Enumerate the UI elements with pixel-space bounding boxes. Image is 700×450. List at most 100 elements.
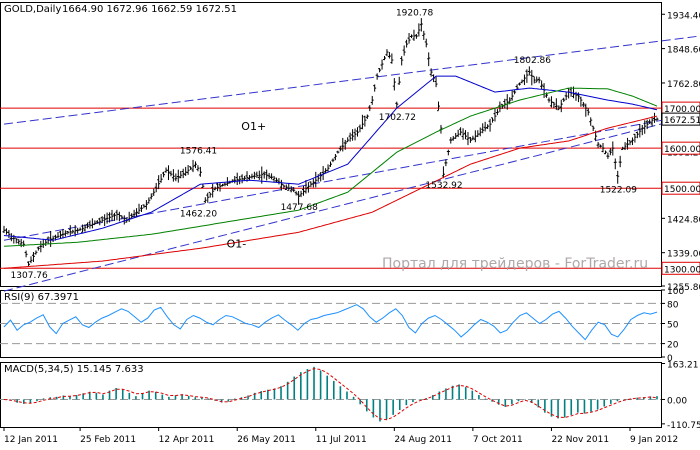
macd-histogram-bar[interactable] — [306, 369, 309, 400]
macd-histogram-bar[interactable] — [431, 395, 434, 400]
macd-histogram-bar[interactable] — [563, 399, 566, 418]
macd-histogram-bar[interactable] — [326, 375, 329, 400]
macd-histogram-bar[interactable] — [603, 399, 606, 407]
macd-histogram-bar[interactable] — [293, 376, 296, 400]
macd-histogram-bar[interactable] — [623, 399, 625, 400]
macd-histogram-bar[interactable] — [300, 372, 302, 400]
macd-histogram-bar[interactable] — [16, 399, 18, 403]
macd-histogram-bar[interactable] — [511, 399, 513, 405]
macd-histogram-bar[interactable] — [583, 399, 586, 414]
macd-histogram-bar[interactable] — [458, 384, 460, 400]
macd-histogram-bar[interactable] — [168, 396, 170, 400]
macd-histogram-bar[interactable] — [484, 398, 487, 400]
macd-histogram-bar[interactable] — [504, 399, 507, 407]
macd-histogram-bar[interactable] — [398, 399, 401, 411]
macd-histogram-bar[interactable] — [194, 397, 197, 400]
macd-histogram-bar[interactable] — [102, 394, 104, 400]
macd-histogram-bar[interactable] — [220, 399, 223, 403]
macd-histogram-bar[interactable] — [491, 399, 493, 402]
macd-histogram-bar[interactable] — [187, 395, 190, 400]
macd-histogram-bar[interactable] — [570, 399, 573, 415]
macd-histogram-bar[interactable] — [36, 399, 38, 402]
macd-histogram-bar[interactable] — [590, 399, 592, 412]
macd-histogram-bar[interactable] — [273, 388, 276, 400]
macd-histogram-bar[interactable] — [372, 399, 375, 418]
macd-histogram-bar[interactable] — [352, 396, 355, 400]
macd-histogram-bar[interactable] — [418, 399, 421, 400]
macd-histogram-bar[interactable] — [286, 381, 289, 400]
macd-histogram-bar[interactable] — [464, 387, 467, 400]
macd-histogram-bar[interactable] — [517, 399, 520, 402]
macd-histogram-bar[interactable] — [267, 389, 269, 400]
macd-histogram-bar[interactable] — [577, 399, 579, 413]
macd-histogram-bar[interactable] — [478, 395, 480, 400]
macd-histogram-bar[interactable] — [596, 399, 599, 410]
macd-histogram-bar[interactable] — [148, 390, 150, 400]
macd-histogram-bar[interactable] — [95, 392, 98, 400]
macd-histogram-bar[interactable] — [201, 397, 203, 400]
macd-histogram-bar[interactable] — [379, 399, 381, 422]
macd-histogram-bar[interactable] — [530, 399, 533, 403]
macd-histogram-bar[interactable] — [365, 399, 368, 412]
macd-histogram-bar[interactable] — [75, 395, 78, 400]
macd-histogram-bar[interactable] — [636, 397, 639, 400]
macd-histogram-bar[interactable] — [174, 395, 177, 400]
macd-histogram-bar[interactable] — [649, 396, 652, 400]
macd-histogram-bar[interactable] — [42, 398, 45, 400]
price-panel[interactable]: 1920.78 1802.86 1702.72 1576.41 1462.20 1477.… — [0, 9, 700, 292]
macd-histogram-bar[interactable] — [161, 394, 164, 400]
moving-average-blue[interactable] — [3, 75, 658, 241]
macd-histogram-bar[interactable] — [385, 399, 388, 420]
macd-histogram-bar[interactable] — [359, 399, 361, 405]
macd-histogram-bar[interactable] — [253, 392, 256, 400]
macd-histogram-bar[interactable] — [332, 380, 335, 400]
macd-histogram-bar[interactable] — [550, 399, 553, 417]
macd-histogram-bar[interactable] — [471, 390, 474, 400]
macd-histogram-bar[interactable] — [616, 399, 619, 402]
macd-histogram-bar[interactable] — [313, 366, 315, 400]
macd-histogram-bar[interactable] — [55, 396, 58, 400]
rsi-panel[interactable] — [0, 302, 661, 345]
macd-histogram-bar[interactable] — [280, 386, 282, 400]
macd-panel[interactable] — [0, 366, 661, 422]
macd-histogram-bar[interactable] — [227, 399, 230, 402]
macd-histogram-bar[interactable] — [69, 396, 71, 400]
macd-histogram-bar[interactable] — [29, 399, 32, 404]
macd-signal-line[interactable] — [3, 368, 658, 421]
macd-histogram-bar[interactable] — [656, 396, 658, 400]
macd-histogram-bar[interactable] — [319, 370, 322, 400]
macd-histogram-bar[interactable] — [247, 395, 249, 400]
macd-histogram-bar[interactable] — [610, 399, 612, 404]
macd-histogram-bar[interactable] — [412, 399, 414, 403]
macd-histogram-bar[interactable] — [121, 389, 124, 400]
macd-histogram-bar[interactable] — [405, 399, 408, 406]
macd-histogram-bar[interactable] — [135, 396, 137, 400]
macd-histogram-bar[interactable] — [537, 399, 540, 408]
macd-histogram-bar[interactable] — [544, 399, 546, 413]
macd-histogram-bar[interactable] — [128, 392, 131, 400]
macd-histogram-bar[interactable] — [451, 385, 454, 400]
macd-histogram-bar[interactable] — [82, 393, 84, 400]
macd-histogram-bar[interactable] — [643, 397, 645, 400]
macd-histogram-bar[interactable] — [108, 390, 111, 400]
macd-histogram-bar[interactable] — [141, 393, 144, 400]
channel-line[interactable] — [3, 24, 700, 125]
macd-histogram-bar[interactable] — [88, 391, 91, 400]
macd-histogram-bar[interactable] — [115, 388, 117, 400]
macd-histogram-bar[interactable] — [154, 391, 157, 400]
macd-histogram-bar[interactable] — [207, 398, 210, 400]
moving-average-red[interactable] — [3, 115, 658, 269]
macd-histogram-bar[interactable] — [22, 399, 25, 404]
macd-histogram-bar[interactable] — [346, 391, 348, 400]
macd-histogram-bar[interactable] — [557, 399, 559, 419]
macd-histogram-bar[interactable] — [497, 399, 500, 405]
macd-histogram-bar[interactable] — [392, 399, 394, 415]
macd-histogram-bar[interactable] — [438, 391, 441, 400]
macd-histogram-bar[interactable] — [234, 398, 236, 400]
macd-histogram-bar[interactable] — [181, 394, 183, 400]
macd-histogram-bar[interactable] — [339, 386, 342, 400]
macd-histogram-bar[interactable] — [260, 391, 263, 400]
macd-histogram-bar[interactable] — [445, 388, 447, 400]
rsi-line[interactable] — [3, 304, 658, 341]
macd-histogram-bar[interactable] — [62, 395, 65, 400]
